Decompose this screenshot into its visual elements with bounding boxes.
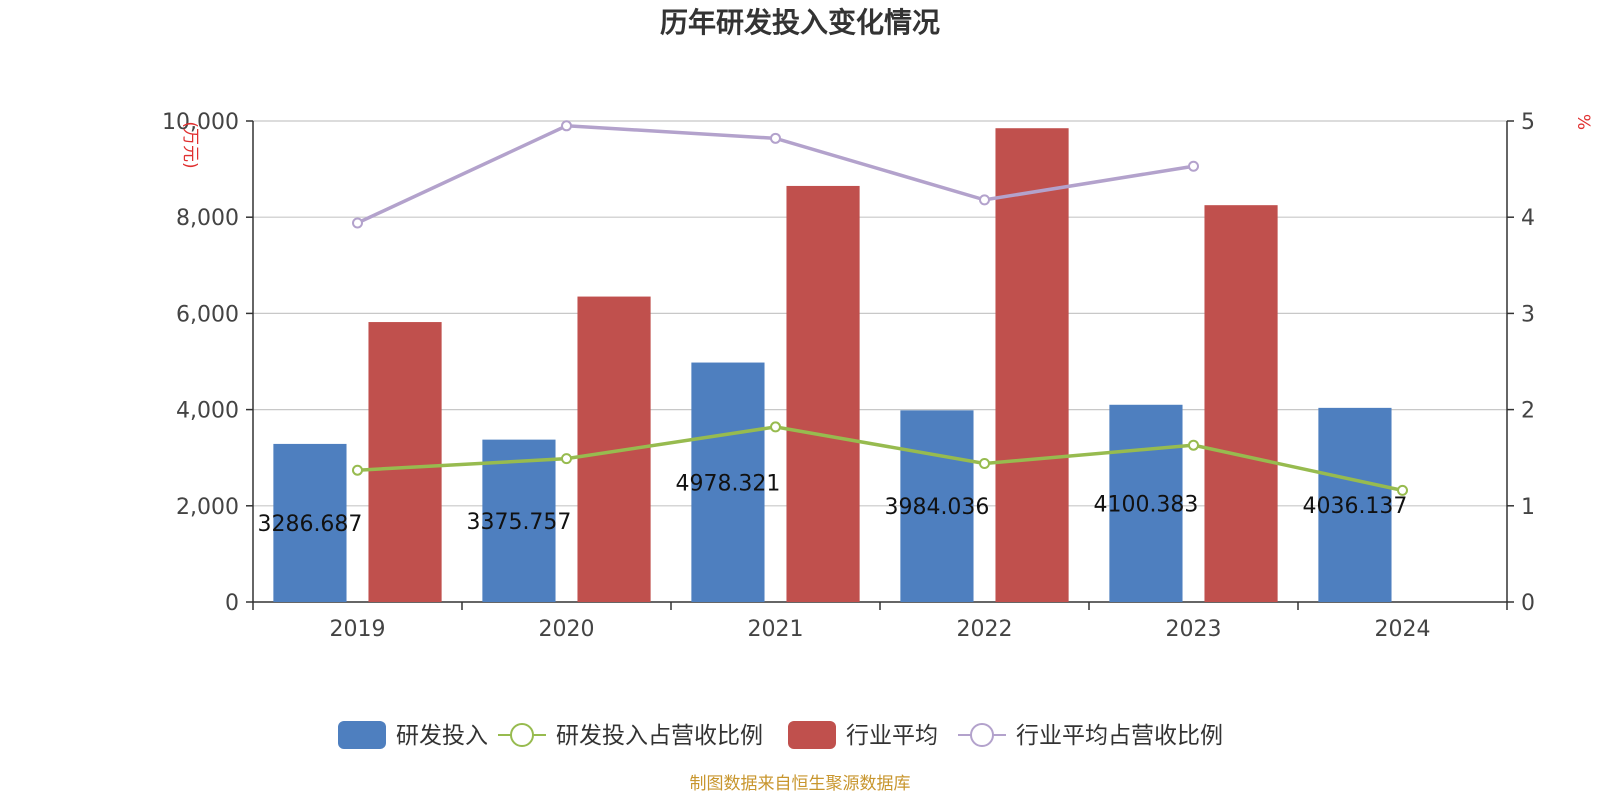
left-axis-unit: (万元) (180, 121, 200, 168)
x-tick-label: 2024 (1375, 617, 1431, 642)
left-tick-label: 6,000 (176, 302, 239, 327)
series-point (352, 464, 363, 476)
right-axis-unit: % (1573, 114, 1593, 130)
legend-label: 研发投入占营收比例 (556, 723, 763, 749)
bar-industry-average (786, 185, 860, 602)
bar-data-label: 4036.137 (1302, 494, 1407, 519)
series-point (352, 217, 363, 229)
left-tick-label: 0 (225, 591, 239, 616)
bar-data-label: 4978.321 (675, 471, 780, 496)
bar-data-label: 3375.757 (466, 510, 571, 535)
legend-label: 行业平均占营收比例 (1016, 723, 1223, 749)
left-tick-label: 8,000 (176, 206, 239, 231)
legend-swatch-bar (338, 721, 386, 749)
legend: 研发投入 研发投入占营收比例 行业平均 行业平均占营收比例 (338, 721, 1223, 749)
bar-industry-average (995, 128, 1069, 602)
x-tick-label: 2019 (330, 617, 386, 642)
bar-industry-average (1204, 205, 1278, 603)
legend-label: 行业平均 (846, 723, 938, 749)
series-line (357, 425, 1403, 493)
lines (352, 120, 1408, 496)
bars (273, 128, 1392, 603)
left-y-axis: 0 2,000 4,000 6,000 8,000 10,000 (162, 110, 254, 616)
legend-swatch-bar (788, 721, 836, 749)
legend-swatch-marker (970, 723, 994, 747)
bar-data-label: 3286.687 (257, 512, 362, 537)
right-tick-label: 1 (1521, 495, 1535, 520)
bar-rd-investment (482, 439, 556, 602)
series-point (979, 194, 990, 206)
chart-title: 历年研发投入变化情况 (660, 6, 940, 39)
bar-rd-investment (273, 443, 347, 602)
x-axis: 2019 2020 2021 2022 2023 2024 (252, 601, 1508, 642)
series-point (770, 421, 781, 433)
bar-data-label: 3984.036 (884, 495, 989, 520)
right-y-axis: 0 1 2 3 4 5 (1506, 110, 1535, 616)
right-tick-label: 0 (1521, 591, 1535, 616)
left-tick-label: 10,000 (162, 110, 239, 135)
source-note: 制图数据来自恒生聚源数据库 (690, 774, 911, 794)
right-tick-label: 5 (1521, 110, 1535, 135)
legend-label: 研发投入 (396, 723, 488, 749)
series-point (979, 457, 990, 469)
series-point (1188, 439, 1199, 451)
bar-data-label: 4100.383 (1093, 492, 1198, 517)
x-tick-label: 2020 (539, 617, 595, 642)
right-tick-label: 2 (1521, 399, 1535, 424)
bar-rd-investment (1318, 407, 1392, 602)
series-point (561, 120, 572, 132)
left-tick-label: 4,000 (176, 399, 239, 424)
bar-rd-investment (900, 410, 974, 602)
x-tick-label: 2023 (1166, 617, 1222, 642)
series-point (1188, 160, 1199, 172)
data-labels: 3286.687 3375.757 4978.321 3984.036 4100.383… (257, 471, 1407, 537)
x-tick-label: 2022 (957, 617, 1013, 642)
series-point (561, 453, 572, 465)
series-point (770, 132, 781, 144)
bar-industry-average (368, 322, 442, 602)
bar-rd-investment (1109, 404, 1183, 602)
series-point (1397, 484, 1408, 496)
left-tick-label: 2,000 (176, 495, 239, 520)
bar-rd-investment (691, 362, 765, 602)
legend-swatch-marker (510, 723, 534, 747)
x-tick-label: 2021 (748, 617, 804, 642)
right-tick-label: 4 (1521, 206, 1535, 231)
grid-lines (253, 120, 1507, 507)
right-tick-label: 3 (1521, 302, 1535, 327)
